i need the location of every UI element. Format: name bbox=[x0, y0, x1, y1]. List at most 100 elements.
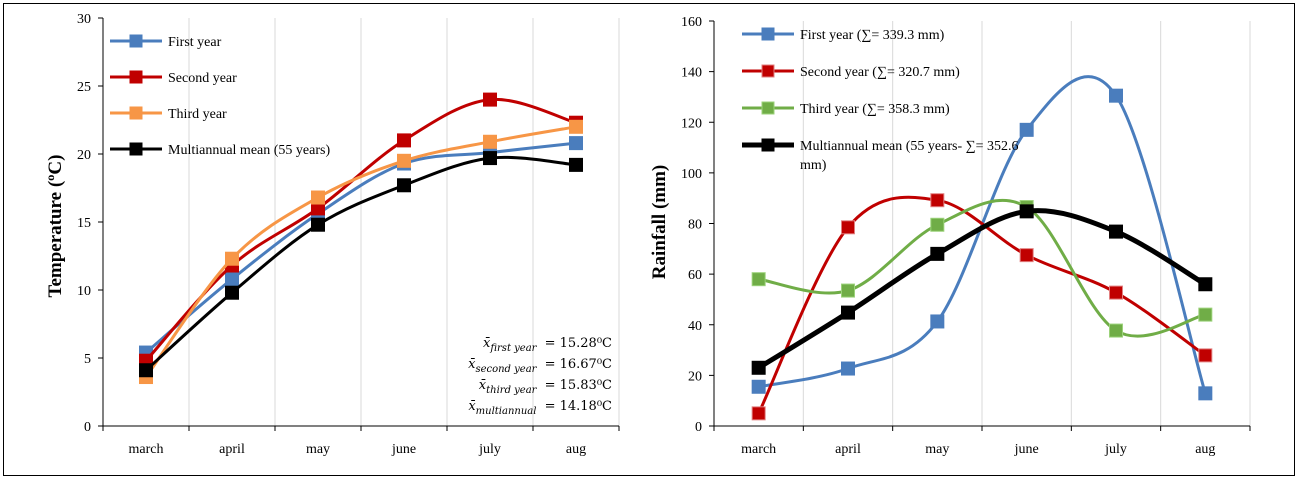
temperature-mean-annotation: x̄multiannual = 14.18⁰C bbox=[468, 399, 612, 417]
figure-frame bbox=[3, 3, 1295, 476]
rainfall-y-tick-label: 160 bbox=[681, 15, 702, 30]
temperature-x-tick-label: april bbox=[219, 442, 245, 457]
rainfall-data-point bbox=[751, 360, 766, 375]
rainfall-data-point bbox=[930, 314, 945, 329]
rainfall-x-ticks: march april may june july aug bbox=[741, 442, 1215, 457]
temperature-x-ticks: march april may june july aug bbox=[129, 442, 587, 457]
temperature-y-tick-label: 25 bbox=[77, 80, 91, 95]
temperature-legend-label: Second year bbox=[168, 71, 237, 86]
temperature-data-point bbox=[483, 92, 497, 107]
temperature-y-tick-label: 20 bbox=[77, 148, 91, 163]
rainfall-series bbox=[751, 75, 1213, 421]
temperature-legend-swatch-marker bbox=[129, 70, 143, 84]
rainfall-y-axis-title: Rainfall (mm) bbox=[649, 165, 670, 280]
rainfall-legend-label: First year (∑= 339.3 mm) bbox=[800, 28, 945, 43]
rainfall-data-point bbox=[1019, 204, 1034, 219]
rainfall-data-point bbox=[751, 406, 766, 421]
temperature-data-point bbox=[225, 251, 239, 266]
rainfall-gridlines bbox=[802, 21, 1251, 426]
temperature-axes bbox=[98, 17, 620, 431]
rainfall-data-point bbox=[1198, 277, 1213, 292]
rainfall-data-point bbox=[1198, 386, 1213, 401]
temperature-legend: First year Second year Third year Multiannu… bbox=[110, 34, 330, 158]
rainfall-data-point bbox=[930, 246, 945, 261]
rainfall-data-point bbox=[1019, 248, 1034, 263]
temperature-legend-item: First year bbox=[110, 34, 222, 50]
rainfall-data-point bbox=[751, 379, 766, 394]
rainfall-y-tick-label: 0 bbox=[695, 420, 702, 435]
temperature-mean-annotation: x̄second year = 16.67⁰C bbox=[468, 357, 612, 375]
rainfall-y-tick-label: 20 bbox=[688, 369, 702, 384]
rainfall-y-tick-label: 120 bbox=[681, 116, 702, 131]
rainfall-series-mean bbox=[751, 204, 1213, 375]
temperature-legend-label: Multiannual mean (55 years) bbox=[168, 143, 330, 158]
temperature-x-tick-label: july bbox=[478, 442, 501, 457]
temperature-data-point bbox=[225, 272, 239, 287]
temperature-data-point bbox=[225, 285, 239, 300]
rainfall-data-point bbox=[751, 272, 766, 287]
temperature-data-point bbox=[311, 190, 325, 205]
rainfall-y-tick-label: 60 bbox=[688, 268, 702, 283]
rainfall-legend-item: First year (∑= 339.3 mm) bbox=[742, 27, 945, 43]
rainfall-data-point bbox=[1019, 122, 1034, 137]
rainfall-series-line bbox=[757, 208, 1207, 370]
rainfall-data-point bbox=[930, 193, 945, 208]
rainfall-legend: First year (∑= 339.3 mm) Second year (∑= … bbox=[742, 27, 1019, 173]
temperature-legend-swatch-marker bbox=[129, 34, 143, 48]
temperature-mean-annotations: x̄first year = 15.28⁰C x̄second year = 16… bbox=[468, 336, 612, 417]
temperature-gridlines bbox=[188, 18, 620, 426]
temperature-y-tick-label: 5 bbox=[84, 352, 91, 367]
temperature-legend-swatch-marker bbox=[129, 106, 143, 120]
rainfall-data-point bbox=[1109, 323, 1123, 338]
temperature-y-ticks: 0 5 10 15 20 25 30 bbox=[77, 12, 91, 435]
rainfall-data-point bbox=[1198, 307, 1213, 322]
temperature-y-axis-title: Temperature (ºC) bbox=[45, 155, 66, 298]
temperature-x-tick-label: aug bbox=[566, 442, 586, 457]
rainfall-legend-swatch-marker bbox=[761, 27, 775, 41]
rainfall-data-point bbox=[841, 305, 855, 320]
rainfall-data-point bbox=[841, 283, 855, 298]
rainfall-legend-item: Second year (∑= 320.7 mm) bbox=[742, 64, 960, 80]
rainfall-legend-label: Second year (∑= 320.7 mm) bbox=[800, 65, 960, 80]
temperature-legend-swatch-marker bbox=[129, 142, 143, 156]
rainfall-x-tick-label: july bbox=[1104, 442, 1127, 457]
rainfall-legend-swatch-marker bbox=[761, 101, 775, 115]
rainfall-x-tick-label: aug bbox=[1195, 442, 1215, 457]
temperature-series-mean bbox=[139, 151, 583, 378]
temperature-legend-item: Second year bbox=[110, 70, 237, 86]
rainfall-y-ticks: 0 20 40 60 80 100 120 140 160 bbox=[681, 15, 702, 435]
temperature-data-point bbox=[397, 133, 411, 148]
temperature-y-tick-label: 0 bbox=[84, 420, 91, 435]
temperature-legend-label: Third year bbox=[168, 107, 227, 122]
temperature-series bbox=[139, 92, 583, 385]
rainfall-x-tick-label: may bbox=[925, 442, 949, 457]
rainfall-legend-label: Third year (∑= 358.3 mm) bbox=[800, 102, 950, 117]
temperature-data-point bbox=[311, 217, 325, 232]
rainfall-legend-item: Multiannual mean (55 years- ∑= 352.6 mm) bbox=[742, 138, 1019, 173]
rainfall-x-tick-label: march bbox=[741, 442, 776, 457]
rainfall-series-third-rain bbox=[751, 198, 1213, 338]
temperature-data-point bbox=[483, 134, 497, 149]
temperature-data-point bbox=[139, 363, 153, 378]
rainfall-data-point bbox=[1109, 285, 1123, 300]
rainfall-data-point bbox=[841, 220, 855, 235]
rainfall-legend-item: Third year (∑= 358.3 mm) bbox=[742, 101, 950, 117]
temperature-data-point bbox=[483, 151, 497, 166]
temperature-mean-annotation: x̄third year = 15.83⁰C bbox=[479, 378, 612, 396]
rainfall-legend-swatch-marker bbox=[761, 138, 775, 152]
rainfall-series-second bbox=[751, 193, 1213, 421]
rainfall-data-point bbox=[841, 361, 855, 376]
temperature-x-tick-label: march bbox=[129, 442, 164, 457]
temperature-x-tick-label: may bbox=[306, 442, 330, 457]
temperature-y-tick-label: 15 bbox=[77, 216, 91, 231]
rainfall-legend-label: mm) bbox=[800, 158, 827, 173]
rainfall-data-point bbox=[1198, 348, 1213, 363]
rainfall-x-tick-label: june bbox=[1014, 442, 1039, 457]
temperature-legend-item: Multiannual mean (55 years) bbox=[110, 142, 330, 158]
temperature-legend-label: First year bbox=[168, 35, 222, 50]
rainfall-data-point bbox=[1109, 88, 1123, 103]
temperature-data-point bbox=[569, 119, 583, 134]
rainfall-data-point bbox=[930, 217, 945, 232]
rainfall-chart: 0 20 40 60 80 100 120 140 160 march april may june j… bbox=[649, 15, 1251, 457]
